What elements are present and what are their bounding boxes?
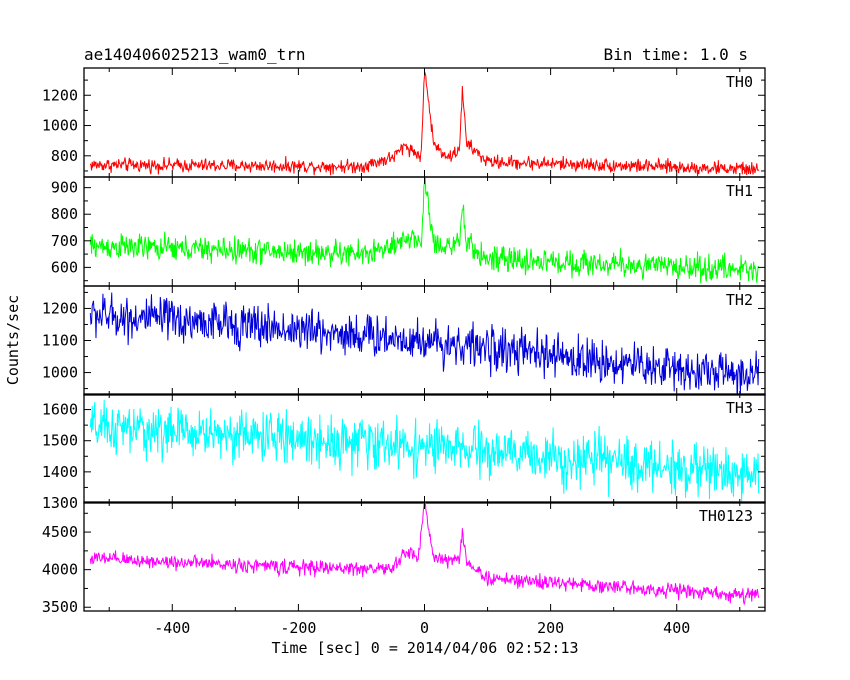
panel-th0: 800 1000 1200 TH0 xyxy=(42,67,766,178)
y-tick-label: 700 xyxy=(51,232,78,250)
x-axis-label: Time [sec] 0 = 2014/04/06 02:52:13 xyxy=(271,639,578,657)
panel-th2: 1000 1100 1200 TH2 xyxy=(42,285,766,396)
y-tick-label: 1300 xyxy=(42,494,78,512)
y-tick-label: 1000 xyxy=(42,364,78,382)
y-tick-label: 900 xyxy=(51,179,78,197)
panels-group: 800 1000 1200 TH0 600 700 800 900 TH1 1000 1100 120… xyxy=(42,67,766,616)
chart-title: ae140406025213_wam0_trn xyxy=(84,45,306,64)
series-name-th0: TH0 xyxy=(726,73,753,91)
x-tick-label: -400 xyxy=(154,619,190,637)
y-tick-label: 1200 xyxy=(42,86,78,104)
y-tick-label: 1200 xyxy=(42,299,78,317)
x-tick-labels: -400 -200 0 200 400 xyxy=(154,619,690,637)
panel-frame xyxy=(83,67,766,178)
x-tick-label: 400 xyxy=(663,619,690,637)
series-name-th3: TH3 xyxy=(726,399,753,417)
panel-frame xyxy=(83,501,766,612)
y-tick-label: 1000 xyxy=(42,117,78,135)
panel-frame xyxy=(83,393,766,504)
y-tick-label: 4000 xyxy=(42,561,78,579)
series-name-th1: TH1 xyxy=(726,182,753,200)
series-line-th0123 xyxy=(89,502,760,606)
series-line-th2 xyxy=(89,292,760,395)
y-tick-label: 600 xyxy=(51,258,78,276)
panel-frame xyxy=(83,176,766,287)
bin-time-label: Bin time: 1.0 s xyxy=(604,45,749,64)
y-tick-label: 1100 xyxy=(42,332,78,350)
y-tick-label: 800 xyxy=(51,147,78,165)
y-tick-label: 4500 xyxy=(42,523,78,541)
series-line-th1 xyxy=(89,177,760,284)
panel-th3: 1300 1400 1500 1600 TH3 xyxy=(42,393,766,512)
y-tick-label: 3500 xyxy=(42,598,78,616)
y-tick-label: 1500 xyxy=(42,432,78,450)
y-axis-label: Counts/sec xyxy=(4,295,22,385)
y-tick-label: 1600 xyxy=(42,401,78,419)
series-name-th2: TH2 xyxy=(726,291,753,309)
x-tick-label: 200 xyxy=(537,619,564,637)
y-tick-label: 1400 xyxy=(42,463,78,481)
panel-th0123: 3500 4000 4500 TH0123 xyxy=(42,501,766,616)
panel-th1: 600 700 800 900 TH1 xyxy=(51,176,766,287)
series-name-th0123: TH0123 xyxy=(699,507,753,525)
y-tick-label: 800 xyxy=(51,205,78,223)
x-tick-label: -200 xyxy=(280,619,316,637)
x-tick-label: 0 xyxy=(420,619,429,637)
series-line-th0 xyxy=(89,71,760,177)
series-line-th3 xyxy=(89,399,760,502)
panel-frame xyxy=(83,285,766,396)
